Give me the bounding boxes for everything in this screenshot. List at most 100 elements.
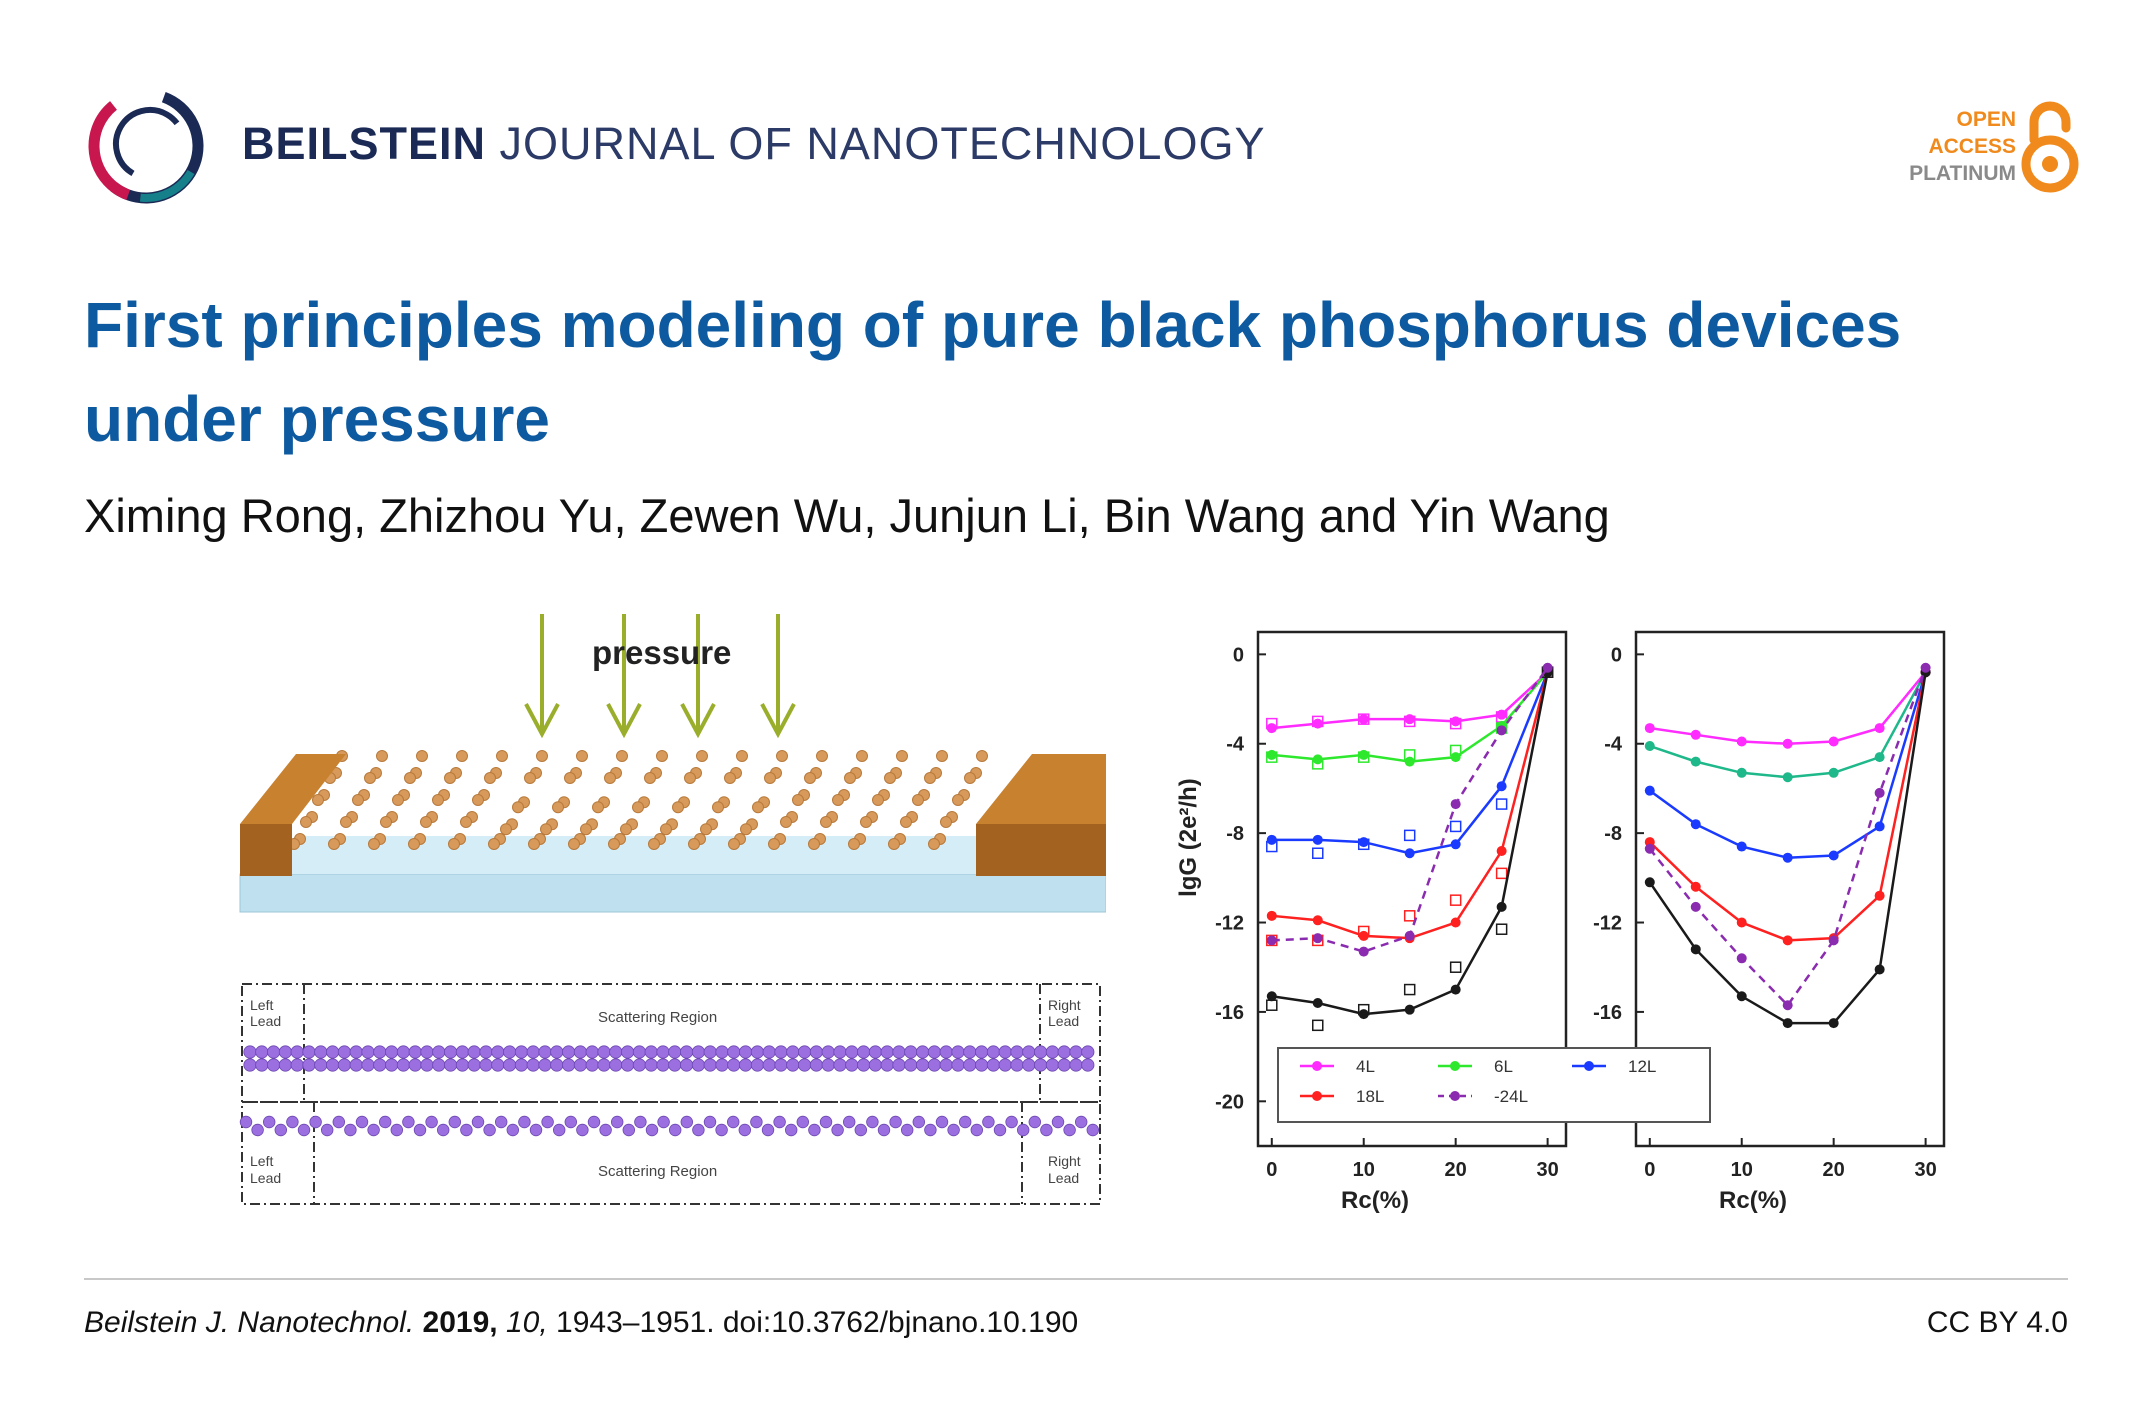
legend-label: 18L	[1356, 1087, 1384, 1106]
phosphorus-atom	[764, 772, 776, 784]
y-axis-label: lgG (2e²/h)	[1175, 778, 1202, 897]
lattice-atom	[1033, 1045, 1048, 1059]
lattice-atom	[355, 1115, 369, 1129]
lattice-atom	[526, 1058, 540, 1072]
lattice-atom	[774, 1045, 788, 1059]
lattice-atom	[373, 1045, 387, 1059]
series-4L	[1644, 667, 1931, 749]
pressure-arrows	[524, 614, 796, 739]
data-point	[1874, 723, 1885, 734]
phosphorus-atom	[448, 838, 460, 850]
phosphorus-atom	[540, 823, 552, 836]
lattice-atom	[349, 1058, 363, 1072]
bottom-right-lead-label-1: Right	[1048, 1153, 1081, 1169]
lattice-atom	[762, 1045, 776, 1059]
lattice-atom	[854, 1123, 868, 1137]
lattice-atom	[337, 1045, 352, 1059]
lattice-atom	[1033, 1058, 1048, 1072]
phosphorus-atom	[724, 772, 736, 784]
lattice-atom	[951, 1058, 965, 1072]
lattice-atom	[263, 1115, 276, 1129]
lattice-atom	[278, 1058, 293, 1072]
data-point	[1496, 725, 1507, 736]
phosphorus-atom	[496, 750, 508, 762]
lattice-atom	[290, 1045, 304, 1059]
phosphorus-chain	[408, 750, 468, 850]
series-line	[1648, 671, 1927, 942]
series-line	[1648, 667, 1927, 1008]
lattice-atom	[576, 1123, 589, 1137]
x-tick-label: 0	[1266, 1159, 1277, 1181]
lattice-atom	[597, 1058, 611, 1072]
phosphorus-atom	[300, 816, 312, 828]
data-point	[1874, 964, 1885, 975]
phosphorus-atom	[856, 750, 868, 762]
phosphorus-chain	[688, 750, 748, 850]
data-point	[1312, 834, 1323, 845]
lattice-atom	[750, 1115, 763, 1129]
data-point	[1828, 736, 1839, 747]
data-point	[1450, 984, 1461, 995]
lattice-atom	[278, 1045, 293, 1059]
lattice-atom	[326, 1058, 340, 1072]
phosphorus-atom	[604, 772, 616, 784]
data-point	[1736, 991, 1747, 1002]
lattice-atom	[529, 1123, 543, 1137]
lattice-atom	[939, 1045, 953, 1059]
phosphorus-atom	[328, 838, 340, 850]
lattice-atom	[251, 1123, 264, 1137]
data-point	[1644, 740, 1655, 751]
lattice-atom	[703, 1058, 717, 1072]
lattice-atom	[1057, 1058, 1071, 1072]
conductance-chart: 0 -4 -8 -12 -16 -20 0 10 20 30 Rc(%) lgG (2e²/h) 0 -4…	[1175, 630, 1946, 1214]
phosphorus-atom	[564, 772, 576, 784]
lattice-atom	[796, 1115, 810, 1129]
lattice-atom	[396, 1045, 410, 1059]
phosphorus-atom	[900, 816, 912, 828]
lattice-atom	[587, 1115, 601, 1129]
series-line	[1649, 671, 1927, 859]
lattice-atom	[738, 1123, 752, 1137]
license: CC BY 4.0	[1926, 1306, 2068, 1339]
lattice-atom	[866, 1115, 879, 1129]
lattice-atom	[1063, 1123, 1076, 1137]
lattice-atom	[620, 1058, 635, 1072]
lattice-atom	[564, 1115, 578, 1129]
lattice-atom	[1005, 1115, 1018, 1129]
left-electrode	[240, 824, 292, 876]
y-tick-label: -16	[1593, 1002, 1622, 1024]
y-tick-label: -4	[1226, 734, 1245, 756]
data-point	[1782, 1000, 1793, 1011]
open-access-line-2: ACCESS	[1928, 135, 2016, 158]
lattice-atom	[373, 1058, 387, 1072]
lattice-atom	[502, 1058, 517, 1072]
phosphorus-atom	[684, 772, 696, 784]
phosphorus-atom	[872, 794, 884, 806]
data-point	[1782, 772, 1793, 783]
lattice-atom	[998, 1058, 1012, 1072]
lattice-atom	[367, 1123, 380, 1137]
data-point	[1358, 946, 1369, 957]
y-tick-label: 0	[1611, 644, 1622, 666]
lattice-atom	[750, 1058, 765, 1072]
lattice-atom	[703, 1115, 717, 1129]
lattice-atom	[611, 1115, 624, 1129]
lattice-atom	[420, 1045, 434, 1059]
lattice-atom	[585, 1058, 599, 1072]
data-point	[1874, 821, 1885, 832]
phosphorus-atom	[420, 816, 432, 828]
lattice-atom	[761, 1123, 775, 1137]
lattice-atom	[444, 1058, 458, 1072]
phosphorus-chain	[808, 750, 868, 850]
phosphorus-atom	[660, 823, 672, 836]
lattice-atom	[715, 1058, 729, 1072]
lattice-atom	[408, 1045, 422, 1059]
lattice-atom	[286, 1115, 299, 1129]
phosphorus-chain	[648, 750, 708, 850]
data-point	[1404, 848, 1415, 859]
phosphorus-atom	[632, 801, 644, 814]
bottom-left-lead-label-1: Left	[250, 1153, 273, 1169]
lattice-atom	[460, 1123, 473, 1137]
phosphorus-atom	[552, 801, 564, 814]
legend-label: 12L	[1628, 1057, 1656, 1076]
